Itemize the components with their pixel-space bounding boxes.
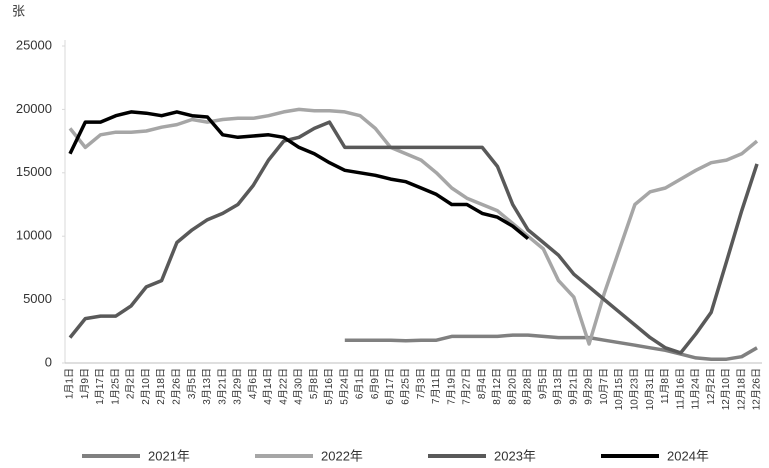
series-line — [68, 107, 759, 346]
x-tick-label: 7月27日 — [461, 368, 473, 405]
x-tick-label: 12月26日 — [751, 368, 763, 410]
x-tick-label: 3月29日 — [232, 368, 244, 405]
x-tick-label: 10月23日 — [629, 368, 641, 410]
x-tick-label: 8月20日 — [506, 368, 518, 405]
x-tick-label: 11月8日 — [659, 368, 671, 404]
x-tick-label: 10月7日 — [598, 368, 610, 405]
x-tick-label: 11月24日 — [690, 368, 702, 410]
x-tick-label: 2月10日 — [140, 368, 152, 405]
x-tick-label: 11月16日 — [674, 368, 686, 410]
x-tick-label: 3月5日 — [186, 368, 198, 399]
x-tick-label: 1月25日 — [109, 368, 121, 405]
x-tick-label: 6月25日 — [400, 368, 412, 405]
x-tick-label: 2月26日 — [171, 368, 183, 405]
x-tick-label: 5月24日 — [338, 368, 350, 405]
series-line — [68, 120, 759, 355]
x-tick-label: 5月8日 — [308, 368, 320, 399]
x-tick-label: 12月2日 — [705, 368, 717, 405]
legend-label: 2023年 — [494, 448, 536, 463]
x-tick-label: 7月3日 — [415, 368, 427, 399]
x-tick-label: 4月30日 — [293, 368, 305, 405]
x-tick-label: 1月1日 — [64, 368, 76, 399]
x-tick-label: 1月17日 — [94, 368, 106, 405]
x-tick-label: 6月9日 — [369, 368, 381, 399]
x-tick-label: 7月11日 — [430, 368, 442, 404]
x-tick-label: 9月5日 — [537, 368, 549, 399]
y-tick-label: 20000 — [16, 101, 52, 116]
legend-label: 2024年 — [667, 448, 709, 463]
y-axis-label: 张 — [12, 3, 25, 18]
y-tick-label: 0 — [45, 354, 52, 369]
x-tick-label: 9月29日 — [583, 368, 595, 405]
y-tick-label: 25000 — [16, 37, 52, 52]
x-tick-label: 3月13日 — [201, 368, 213, 405]
y-tick-label: 15000 — [16, 164, 52, 179]
x-tick-label: 12月10日 — [720, 368, 732, 410]
x-tick-label: 12月18日 — [735, 368, 747, 410]
y-tick-label: 5000 — [23, 291, 52, 306]
x-tick-label: 8月12日 — [491, 368, 503, 405]
series-line — [68, 110, 530, 241]
x-tick-label: 6月17日 — [384, 368, 396, 405]
x-tick-label: 7月19日 — [445, 368, 457, 405]
x-tick-label: 6月1日 — [354, 368, 366, 399]
x-tick-label: 9月21日 — [567, 368, 579, 405]
x-tick-label: 4月14日 — [262, 368, 274, 405]
x-tick-label: 10月31日 — [644, 368, 656, 410]
series-line — [344, 333, 758, 361]
x-tick-label: 4月22日 — [277, 368, 289, 405]
x-tick-label: 2月18日 — [155, 368, 167, 405]
x-tick-label: 9月13日 — [552, 368, 564, 405]
x-tick-label: 3月21日 — [216, 368, 228, 405]
x-tick-label: 4月6日 — [247, 368, 259, 399]
x-tick-label: 5月16日 — [323, 368, 335, 405]
x-tick-label: 8月28日 — [522, 368, 534, 405]
legend-label: 2022年 — [321, 448, 363, 463]
x-tick-label: 10月15日 — [613, 368, 625, 410]
y-tick-label: 10000 — [16, 228, 52, 243]
x-tick-label: 1月9日 — [79, 368, 91, 399]
x-tick-label: 2月2日 — [125, 368, 137, 399]
legend-label: 2021年 — [148, 448, 190, 463]
x-tick-label: 8月4日 — [476, 368, 488, 399]
